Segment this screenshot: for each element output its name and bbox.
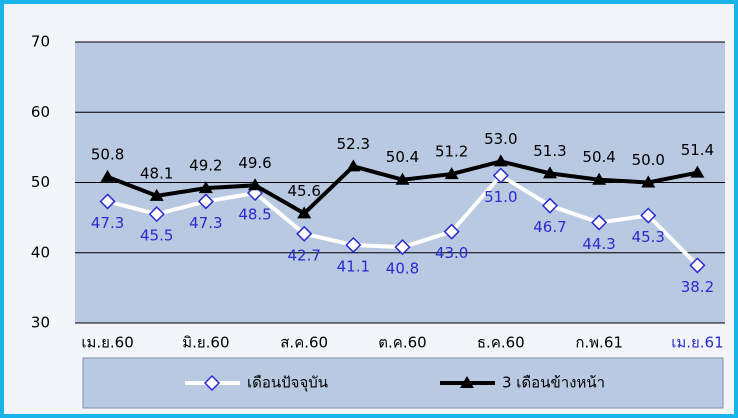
data-label: 48.5 (238, 206, 271, 224)
data-label: 53.0 (484, 130, 517, 148)
point-marker (297, 206, 312, 219)
data-label: 46.7 (533, 218, 566, 236)
point-marker (591, 214, 608, 231)
point-marker (395, 172, 410, 185)
data-label: 49.2 (189, 157, 222, 175)
point-marker (640, 207, 657, 224)
data-label: 50.4 (386, 148, 419, 166)
x-tick-label: ก.พ.61 (575, 334, 623, 352)
data-label: 45.5 (140, 227, 173, 245)
point-marker (541, 197, 559, 214)
data-label: 47.3 (189, 214, 222, 232)
point-marker (542, 166, 557, 179)
data-label: 45.6 (287, 182, 320, 200)
data-label: 45.3 (632, 228, 665, 246)
point-marker (493, 154, 508, 167)
legend-marker (203, 374, 221, 392)
point-marker (444, 167, 459, 180)
legend-label: เดือนปัจจุบัน (247, 374, 328, 393)
point-marker (148, 206, 165, 223)
point-marker (346, 159, 361, 172)
data-label: 47.3 (91, 214, 124, 232)
x-tick-label: เม.ย.61 (671, 334, 723, 352)
point-marker (443, 223, 460, 240)
point-marker (641, 175, 656, 188)
point-marker (197, 193, 214, 210)
point-marker (345, 236, 362, 254)
y-tick-label: 70 (31, 33, 50, 51)
data-label: 51.2 (435, 143, 468, 161)
x-tick-label: ต.ค.60 (378, 334, 426, 352)
y-tick-label: 60 (31, 103, 50, 121)
point-marker (690, 165, 705, 178)
data-label: 52.3 (337, 135, 370, 153)
legend-marker (460, 376, 474, 388)
data-label: 50.0 (632, 151, 665, 169)
y-tick-label: 30 (31, 314, 50, 332)
x-tick-label: เม.ย.60 (81, 334, 133, 352)
data-label: 50.4 (582, 148, 615, 166)
x-tick-label: มิ.ย.60 (182, 334, 229, 352)
y-tick-label: 50 (31, 173, 50, 191)
point-marker (100, 169, 115, 182)
data-label: 38.2 (681, 278, 714, 296)
point-marker (394, 239, 411, 256)
point-marker (149, 188, 164, 201)
point-marker (248, 178, 263, 191)
x-tick-label: ส.ค.60 (280, 334, 328, 352)
data-label: 51.4 (681, 141, 714, 159)
legend-label: 3 เดือนข้างหน้า (502, 374, 605, 392)
point-marker (296, 225, 313, 242)
point-marker (492, 167, 509, 184)
data-label: 51.3 (533, 142, 566, 160)
y-tick-label: 40 (31, 243, 50, 261)
point-marker (99, 193, 116, 210)
data-label: 51.0 (484, 188, 517, 206)
data-label: 44.3 (582, 235, 615, 253)
data-label: 50.8 (91, 145, 124, 163)
point-marker (689, 257, 706, 274)
data-label: 49.6 (238, 154, 271, 172)
point-marker (592, 172, 607, 185)
data-label: 40.8 (386, 260, 419, 278)
data-label: 43.0 (435, 244, 468, 262)
data-label: 41.1 (337, 258, 370, 276)
legend-box (82, 357, 724, 409)
data-label: 48.1 (140, 164, 173, 182)
point-marker (198, 181, 213, 194)
x-tick-label: ธ.ค.60 (477, 334, 525, 352)
data-label: 42.7 (287, 246, 320, 264)
